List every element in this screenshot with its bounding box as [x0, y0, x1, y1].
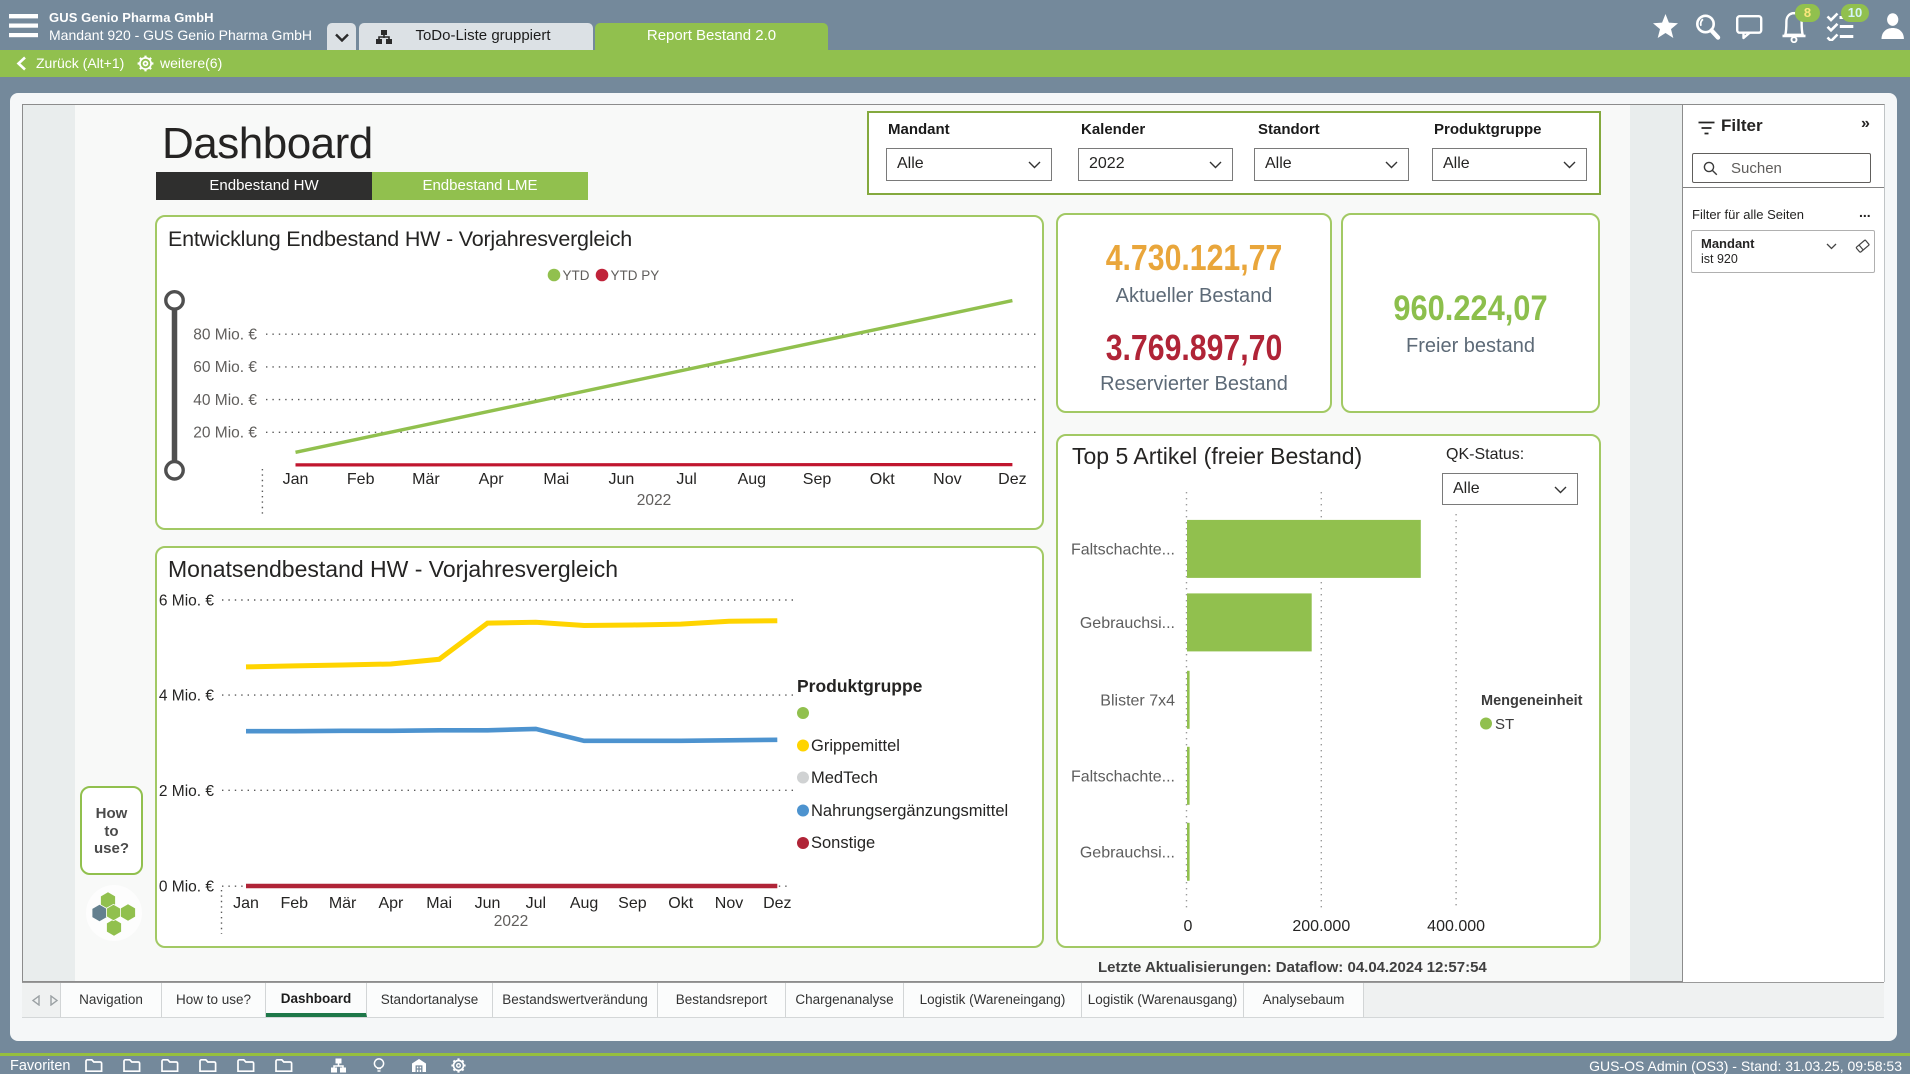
svg-text:Gebrauchsi...: Gebrauchsi...	[1080, 844, 1175, 861]
svg-text:YTD PY: YTD PY	[611, 268, 660, 283]
svg-text:Feb: Feb	[281, 895, 309, 912]
svg-text:Nahrungsergänzungsmittel: Nahrungsergänzungsmittel	[811, 802, 1008, 820]
svg-text:0 Mio. €: 0 Mio. €	[159, 879, 215, 896]
svg-text:Okt: Okt	[668, 895, 693, 912]
svg-text:Dez: Dez	[763, 895, 791, 912]
svg-text:Mär: Mär	[329, 895, 357, 912]
svg-text:Mai: Mai	[543, 471, 569, 488]
svg-text:80 Mio. €: 80 Mio. €	[193, 327, 257, 344]
svg-text:Dez: Dez	[998, 471, 1026, 488]
svg-text:Mär: Mär	[412, 471, 440, 488]
svg-text:Faltschachte...: Faltschachte...	[1071, 768, 1175, 785]
svg-text:ST: ST	[1495, 716, 1514, 733]
svg-text:Jan: Jan	[233, 895, 259, 912]
svg-text:MedTech: MedTech	[811, 769, 878, 787]
svg-text:Mengeneinheit: Mengeneinheit	[1481, 693, 1583, 709]
svg-text:Gebrauchsi...: Gebrauchsi...	[1080, 615, 1175, 632]
svg-text:Sonstige: Sonstige	[811, 834, 875, 852]
svg-text:4 Mio. €: 4 Mio. €	[159, 688, 215, 705]
svg-text:Feb: Feb	[347, 471, 375, 488]
svg-text:Okt: Okt	[870, 471, 895, 488]
svg-text:YTD: YTD	[563, 268, 590, 283]
svg-text:Jan: Jan	[283, 471, 309, 488]
svg-text:Jun: Jun	[609, 471, 635, 488]
svg-text:6 Mio. €: 6 Mio. €	[159, 593, 215, 610]
svg-text:Jul: Jul	[526, 895, 546, 912]
svg-text:Grippemittel: Grippemittel	[811, 737, 900, 755]
svg-text:60 Mio. €: 60 Mio. €	[193, 359, 257, 376]
svg-text:2022: 2022	[637, 492, 671, 509]
svg-text:Blister 7x4: Blister 7x4	[1100, 692, 1175, 709]
svg-text:Mai: Mai	[426, 895, 452, 912]
svg-text:2 Mio. €: 2 Mio. €	[159, 783, 215, 800]
svg-text:400.000: 400.000	[1427, 918, 1485, 935]
svg-text:Nov: Nov	[933, 471, 961, 488]
svg-text:Jul: Jul	[676, 471, 696, 488]
svg-text:200.000: 200.000	[1292, 918, 1350, 935]
svg-text:Aug: Aug	[570, 895, 598, 912]
svg-text:0: 0	[1184, 918, 1193, 935]
svg-text:Apr: Apr	[378, 895, 404, 912]
svg-text:20 Mio. €: 20 Mio. €	[193, 425, 257, 442]
svg-text:Aug: Aug	[738, 471, 766, 488]
svg-text:Produktgruppe: Produktgruppe	[797, 676, 923, 696]
svg-text:Jun: Jun	[475, 895, 501, 912]
svg-text:Faltschachte...: Faltschachte...	[1071, 541, 1175, 558]
svg-text:2022: 2022	[494, 913, 528, 930]
svg-text:Sep: Sep	[618, 895, 647, 912]
svg-text:40 Mio. €: 40 Mio. €	[193, 392, 257, 409]
svg-text:Apr: Apr	[479, 471, 505, 488]
svg-text:Nov: Nov	[715, 895, 743, 912]
svg-text:Sep: Sep	[803, 471, 832, 488]
